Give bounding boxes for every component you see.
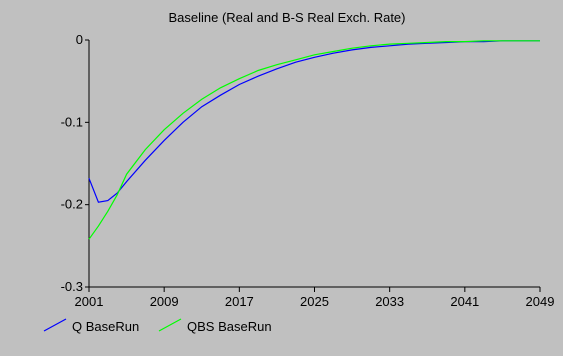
legend-label: QBS BaseRun — [187, 319, 272, 334]
chart-title: Baseline (Real and B-S Real Exch. Rate) — [168, 10, 405, 25]
x-tick-label: 2017 — [225, 294, 254, 309]
y-tick-label: 0 — [76, 32, 83, 47]
x-tick-label: 2009 — [150, 294, 179, 309]
series-layer — [88, 40, 540, 240]
x-tick-label: 2025 — [300, 294, 329, 309]
x-tick-label: 2033 — [375, 294, 404, 309]
x-tick-label: 2049 — [526, 294, 555, 309]
legend: Q BaseRun QBS BaseRun — [43, 318, 272, 334]
x-tick-label: 2001 — [75, 294, 104, 309]
y-tick-label: -0.1 — [61, 114, 83, 129]
series-line-qbs-baserun — [88, 40, 540, 240]
legend-label: Q BaseRun — [72, 319, 139, 334]
y-tick-label: -0.2 — [61, 197, 83, 212]
x-tick-label: 2041 — [450, 294, 479, 309]
legend-swatch — [158, 318, 182, 332]
y-tick-label: -0.3 — [61, 279, 83, 294]
legend-swatch — [43, 318, 67, 332]
